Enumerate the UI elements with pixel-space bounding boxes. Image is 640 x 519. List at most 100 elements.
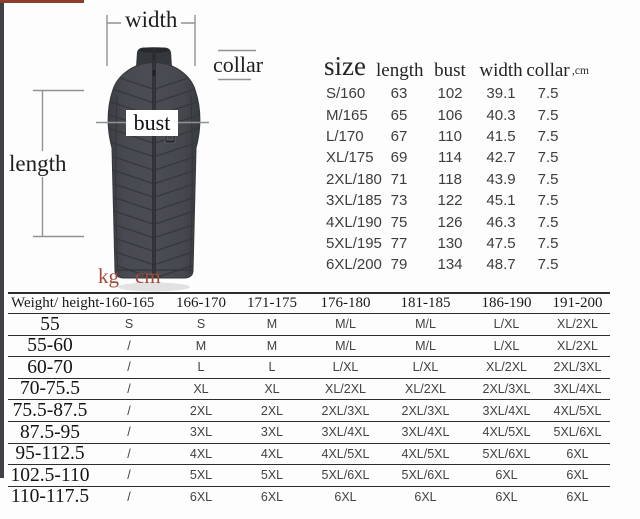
size-cell: XL/175: [326, 149, 374, 167]
weight-range: 55-60: [27, 335, 73, 357]
size-rec: L: [197, 360, 205, 375]
weight-range: 55: [40, 313, 60, 335]
size-rec: L/XL: [412, 360, 439, 375]
size-rec: 3XL: [260, 425, 284, 440]
size-rec: 6XL: [260, 490, 284, 505]
size-cell: 3XL/185: [326, 192, 382, 210]
size-rec: XL/2XL: [485, 360, 527, 375]
bust-cell: 114: [438, 149, 462, 167]
size-rec: 6XL: [334, 490, 357, 505]
size-rec: 6XL: [566, 490, 589, 505]
size-rec: 3XL/4XL: [321, 425, 370, 440]
size-row: L/170 67 110 41.5 7.5: [324, 126, 610, 147]
size-row: 6XL/200 79 134 48.7 7.5: [324, 254, 610, 275]
collar-cell: 7.5: [537, 256, 559, 274]
weight-range: 110-117.5: [10, 486, 90, 508]
measurement-lines: [33, 15, 256, 238]
size-row: 4XL/190 75 126 46.3 7.5: [324, 211, 610, 232]
size-rec: 6XL: [414, 490, 437, 505]
size-rec: M: [266, 317, 278, 332]
units-note: kg cm: [98, 264, 177, 289]
size-row: M/165 65 106 40.3 7.5: [324, 104, 610, 125]
size-rec: L: [268, 360, 276, 375]
width-measure-label: width: [121, 7, 182, 33]
size-rec: M/L: [415, 317, 436, 332]
length-cell: 73: [390, 192, 408, 210]
size-rec: 5XL/6XL: [482, 446, 531, 461]
weight-row: 102.5-110 / 5XL 5XL 5XL/6XL 5XL/6XL 6XL …: [8, 465, 610, 487]
col-unit-cm: ,cm: [572, 65, 589, 77]
size-table-header: size length bust width collar ,cm: [324, 44, 610, 80]
size-rec: /: [127, 382, 131, 397]
collar-cell: 7.5: [537, 149, 559, 167]
size-rec: L/XL: [493, 317, 520, 332]
size-rec: XL/2XL: [556, 317, 598, 332]
weight-row: 60-70 / L L L/XL L/XL XL/2XL 2XL/3XL: [8, 357, 610, 379]
width-cell: 40.3: [486, 106, 516, 124]
collar-cell: 7.5: [537, 127, 559, 145]
col-width: width: [479, 60, 523, 81]
size-rec: /: [127, 468, 131, 483]
size-rec: 4XL/5XL: [401, 446, 450, 461]
size-cell: L/170: [326, 127, 364, 145]
col-height-range: 186-190: [481, 295, 532, 311]
size-cell: S/160: [326, 85, 366, 103]
size-row: XL/175 69 114 42.7 7.5: [324, 147, 610, 168]
size-rec: 2XL: [260, 403, 284, 418]
size-rec: 5XL/6XL: [553, 425, 602, 440]
col-height-range: 166-170: [176, 295, 226, 311]
col-weight-height: Weight/ height-160-165: [11, 295, 155, 311]
width-cell: 46.3: [486, 213, 516, 231]
size-cell: 6XL/200: [326, 256, 382, 274]
col-length: length: [376, 60, 424, 81]
size-rec: XL/2XL: [404, 382, 446, 397]
length-measure-label: length: [5, 151, 71, 177]
bust-cell: 118: [438, 170, 462, 188]
size-rec: 3XL/4XL: [482, 403, 531, 418]
bust-cell: 134: [437, 256, 463, 274]
bust-cell: 122: [437, 192, 463, 210]
size-rec: L/XL: [493, 338, 520, 353]
weight-range: 75.5-87.5: [12, 399, 88, 421]
weight-range: 60-70: [27, 356, 73, 378]
size-rec: 3XL: [189, 425, 213, 440]
size-rec: 6XL: [566, 468, 589, 483]
bust-cell: 126: [437, 213, 463, 231]
size-rec: /: [127, 360, 131, 375]
size-rec: /: [127, 403, 131, 418]
top-accent-line: [0, 0, 84, 3]
size-cell: 4XL/190: [326, 213, 382, 231]
size-cell: 2XL/180: [326, 170, 382, 188]
col-height-range: 181-185: [400, 295, 451, 311]
size-row: 3XL/185 73 122 45.1 7.5: [324, 190, 610, 211]
size-rec: 6XL: [495, 490, 518, 505]
size-rec: 3XL/4XL: [553, 382, 602, 397]
size-rec: 3XL/4XL: [401, 425, 450, 440]
size-rec: M/L: [335, 338, 356, 353]
weight-row: 87.5-95 / 3XL 3XL 3XL/4XL 3XL/4XL 4XL/5X…: [8, 422, 610, 444]
size-rec: S: [196, 317, 206, 332]
size-rec: XL: [193, 382, 209, 397]
size-rec: 4XL: [260, 446, 284, 461]
size-rec: /: [127, 425, 131, 440]
size-row: 2XL/180 71 118 43.9 7.5: [324, 169, 610, 190]
col-height-range: 191-200: [552, 295, 603, 311]
size-rec: /: [127, 446, 131, 461]
width-cell: 47.5: [486, 234, 516, 252]
size-rec: 5XL: [260, 468, 284, 483]
width-cell: 39.1: [486, 85, 516, 103]
bust-cell: 110: [438, 127, 462, 145]
size-rec: 2XL/3XL: [553, 360, 602, 375]
size-rec: 4XL/5XL: [553, 403, 602, 418]
collar-cell: 7.5: [537, 85, 559, 103]
length-cell: 63: [390, 85, 408, 103]
bust-measure-label: bust: [126, 110, 178, 136]
size-rec: 6XL: [495, 468, 518, 483]
size-rec: /: [127, 490, 131, 505]
size-rec: 6XL: [189, 490, 213, 505]
weight-row: 75.5-87.5 / 2XL 2XL 2XL/3XL 2XL/3XL 3XL/…: [8, 400, 610, 422]
size-rec: M/L: [415, 338, 436, 353]
size-rec: 5XL/6XL: [401, 468, 450, 483]
col-collar: collar: [526, 60, 570, 81]
collar-measure-label: collar: [213, 52, 264, 77]
